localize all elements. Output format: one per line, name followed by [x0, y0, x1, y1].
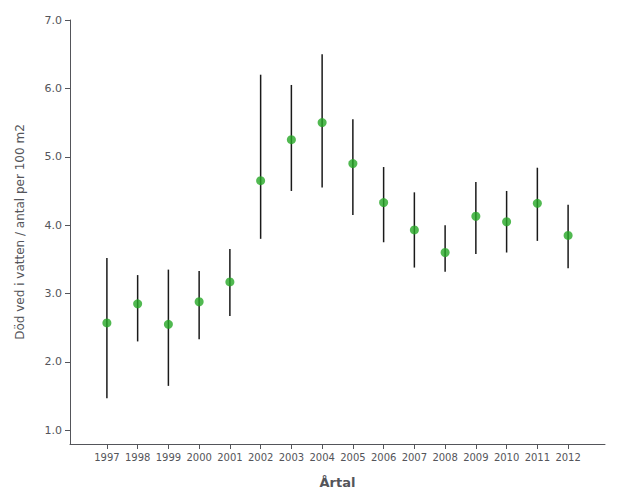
svg-text:2005: 2005 — [340, 452, 365, 463]
svg-text:Död ved i vatten / antal per 1: Död ved i vatten / antal per 100 m2 — [13, 124, 27, 340]
svg-text:1999: 1999 — [156, 452, 181, 463]
svg-text:2003: 2003 — [279, 452, 304, 463]
svg-text:2012: 2012 — [555, 452, 580, 463]
svg-text:7.0: 7.0 — [45, 14, 63, 27]
svg-text:2001: 2001 — [217, 452, 242, 463]
svg-text:1.0: 1.0 — [45, 424, 63, 437]
svg-text:3.0: 3.0 — [45, 287, 63, 300]
svg-text:2.0: 2.0 — [45, 355, 63, 368]
svg-text:2006: 2006 — [371, 452, 396, 463]
svg-text:2009: 2009 — [463, 452, 488, 463]
svg-text:2000: 2000 — [186, 452, 211, 463]
svg-text:Årtal: Årtal — [320, 475, 356, 490]
svg-text:2004: 2004 — [309, 452, 334, 463]
svg-text:5.0: 5.0 — [45, 150, 63, 163]
svg-text:1997: 1997 — [94, 452, 119, 463]
svg-text:4.0: 4.0 — [45, 219, 63, 232]
svg-text:2008: 2008 — [432, 452, 457, 463]
svg-text:1998: 1998 — [125, 452, 150, 463]
svg-text:2002: 2002 — [248, 452, 273, 463]
svg-text:6.0: 6.0 — [45, 82, 63, 95]
svg-text:2010: 2010 — [494, 452, 519, 463]
svg-text:2011: 2011 — [525, 452, 550, 463]
svg-text:2007: 2007 — [402, 452, 427, 463]
